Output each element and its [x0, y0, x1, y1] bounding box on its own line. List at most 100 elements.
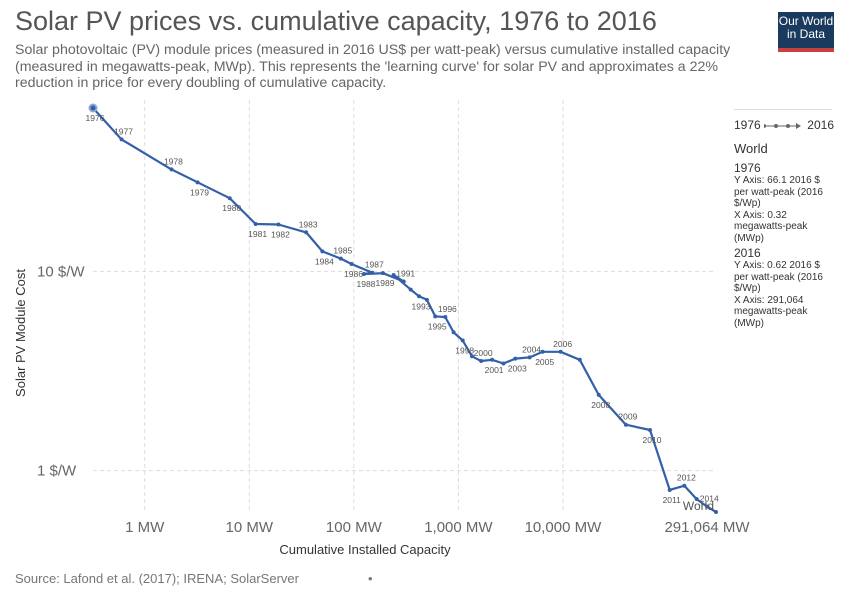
tooltip-start-line: X Axis: 0.32 [734, 209, 787, 221]
data-point[interactable] [513, 356, 518, 361]
axes: 1 MW 10 MW 100 MW 1,000 MW 10,000 MW 291,064 … [13, 263, 750, 557]
logo-line-1: Our World [778, 14, 834, 28]
year-label: 2003 [508, 364, 527, 374]
data-point[interactable] [460, 338, 465, 343]
year-label: 1976 [86, 113, 105, 123]
year-label: 2000 [474, 348, 493, 358]
year-label: 1985 [333, 246, 352, 256]
year-label: 1989 [376, 278, 395, 288]
x-tick-label: 1 MW [125, 519, 165, 536]
year-label: 1987 [365, 260, 384, 270]
year-label: 1984 [315, 256, 334, 266]
data-point[interactable] [391, 272, 396, 277]
tooltip-start-year: 1976 [734, 161, 761, 175]
data-point[interactable] [380, 271, 385, 276]
grid-lines [93, 100, 716, 512]
year-label: 2004 [522, 344, 541, 354]
data-point[interactable] [443, 315, 448, 320]
data-point[interactable] [276, 222, 281, 227]
data-point[interactable] [88, 103, 98, 113]
timeline-arrow-icon[interactable] [764, 120, 804, 132]
data-point[interactable] [119, 137, 124, 142]
year-label: 1980 [222, 203, 241, 213]
data-point[interactable] [527, 355, 532, 360]
data-point[interactable] [623, 422, 628, 427]
data-point[interactable] [479, 359, 484, 364]
year-label: 2006 [553, 339, 572, 349]
tooltip-start-line: megawatts-peak [734, 221, 808, 232]
data-point[interactable] [361, 272, 366, 277]
tooltip-end-line: Y Axis: 0.62 2016 $ [734, 260, 820, 271]
data-point[interactable] [470, 354, 475, 359]
logo-line-2: in Data [786, 27, 826, 41]
timeline-divider [734, 109, 832, 110]
year-label: 1998 [455, 345, 474, 355]
tooltip-end-line: $/Wp) [734, 283, 761, 294]
data-point[interactable] [304, 230, 309, 235]
data-point[interactable] [253, 221, 258, 226]
data-point[interactable] [490, 357, 495, 362]
data-point[interactable] [433, 314, 438, 319]
data-point[interactable] [424, 297, 429, 302]
data-point[interactable] [667, 487, 672, 492]
data-point[interactable] [540, 349, 545, 354]
year-label: 2014 [700, 494, 719, 504]
year-label: 1982 [271, 229, 290, 239]
year-label: 1986 [344, 269, 363, 279]
x-tick-label: 1,000 MW [424, 519, 493, 536]
y-tick-label: 1 $/W [37, 463, 77, 480]
y-tick-label: 10 $/W [37, 263, 85, 280]
data-point[interactable] [416, 294, 421, 299]
data-point[interactable] [577, 357, 582, 362]
source-note[interactable]: Source: Lafond et al. (2017); IRENA; Sol… [15, 571, 299, 586]
data-point[interactable] [370, 270, 375, 275]
data-point[interactable] [714, 510, 718, 514]
data-point[interactable] [501, 361, 506, 366]
data-point[interactable] [694, 497, 699, 502]
data-point[interactable] [349, 261, 354, 266]
tooltip-end-year: 2016 [734, 246, 761, 260]
year-label: 1983 [299, 219, 318, 229]
data-point[interactable] [408, 287, 413, 292]
year-label: 2011 [663, 495, 682, 505]
data-point[interactable] [195, 180, 200, 185]
tooltip-start-line: (MWp) [734, 232, 764, 244]
data-point[interactable] [705, 504, 710, 509]
x-tick-label: 100 MW [326, 519, 383, 536]
timeline-start-year[interactable]: 1976 [734, 118, 761, 132]
tooltip-end-line: X Axis: 291,064 [734, 294, 804, 306]
data-point[interactable] [401, 279, 406, 284]
year-label: 2008 [591, 400, 610, 410]
year-label: 1991 [396, 268, 415, 278]
data-point[interactable] [169, 167, 174, 172]
timeline-control[interactable]: 1976 2016 [734, 118, 834, 134]
series-line-world[interactable] [92, 107, 717, 513]
tooltip-entity: World [734, 141, 768, 156]
year-label: 1978 [164, 156, 183, 166]
timeline-end-year[interactable]: 2016 [807, 118, 834, 132]
tooltip-end-line: megawatts-peak [734, 306, 808, 317]
data-point[interactable] [682, 483, 687, 488]
year-label: 2009 [618, 412, 637, 422]
data-point[interactable] [647, 427, 652, 432]
year-label: 2012 [677, 473, 696, 483]
owid-logo[interactable]: Our World in Data [778, 12, 834, 52]
data-point[interactable] [227, 196, 232, 201]
year-label: 2010 [643, 435, 662, 445]
point-labels: 1976 1977 1978 1979 1980 1981 1982 1983 19841985… [86, 113, 719, 513]
tooltip-end-line: per watt-peak (2016 [734, 271, 823, 283]
data-point[interactable] [596, 392, 601, 397]
year-label: 1988 [357, 279, 376, 289]
year-label: 1979 [190, 187, 209, 197]
series-layer[interactable] [88, 103, 719, 515]
x-tick-label: 291,064 MW [664, 519, 750, 536]
data-point[interactable] [451, 330, 456, 335]
data-point[interactable] [338, 256, 343, 261]
data-point[interactable] [320, 249, 325, 254]
series-end-label[interactable]: World [683, 499, 714, 513]
tooltip-start-line: per watt-peak (2016 [734, 186, 823, 198]
data-point[interactable] [558, 349, 563, 354]
footer-dot: • [368, 571, 373, 586]
x-axis-title: Cumulative Installed Capacity [279, 542, 451, 557]
